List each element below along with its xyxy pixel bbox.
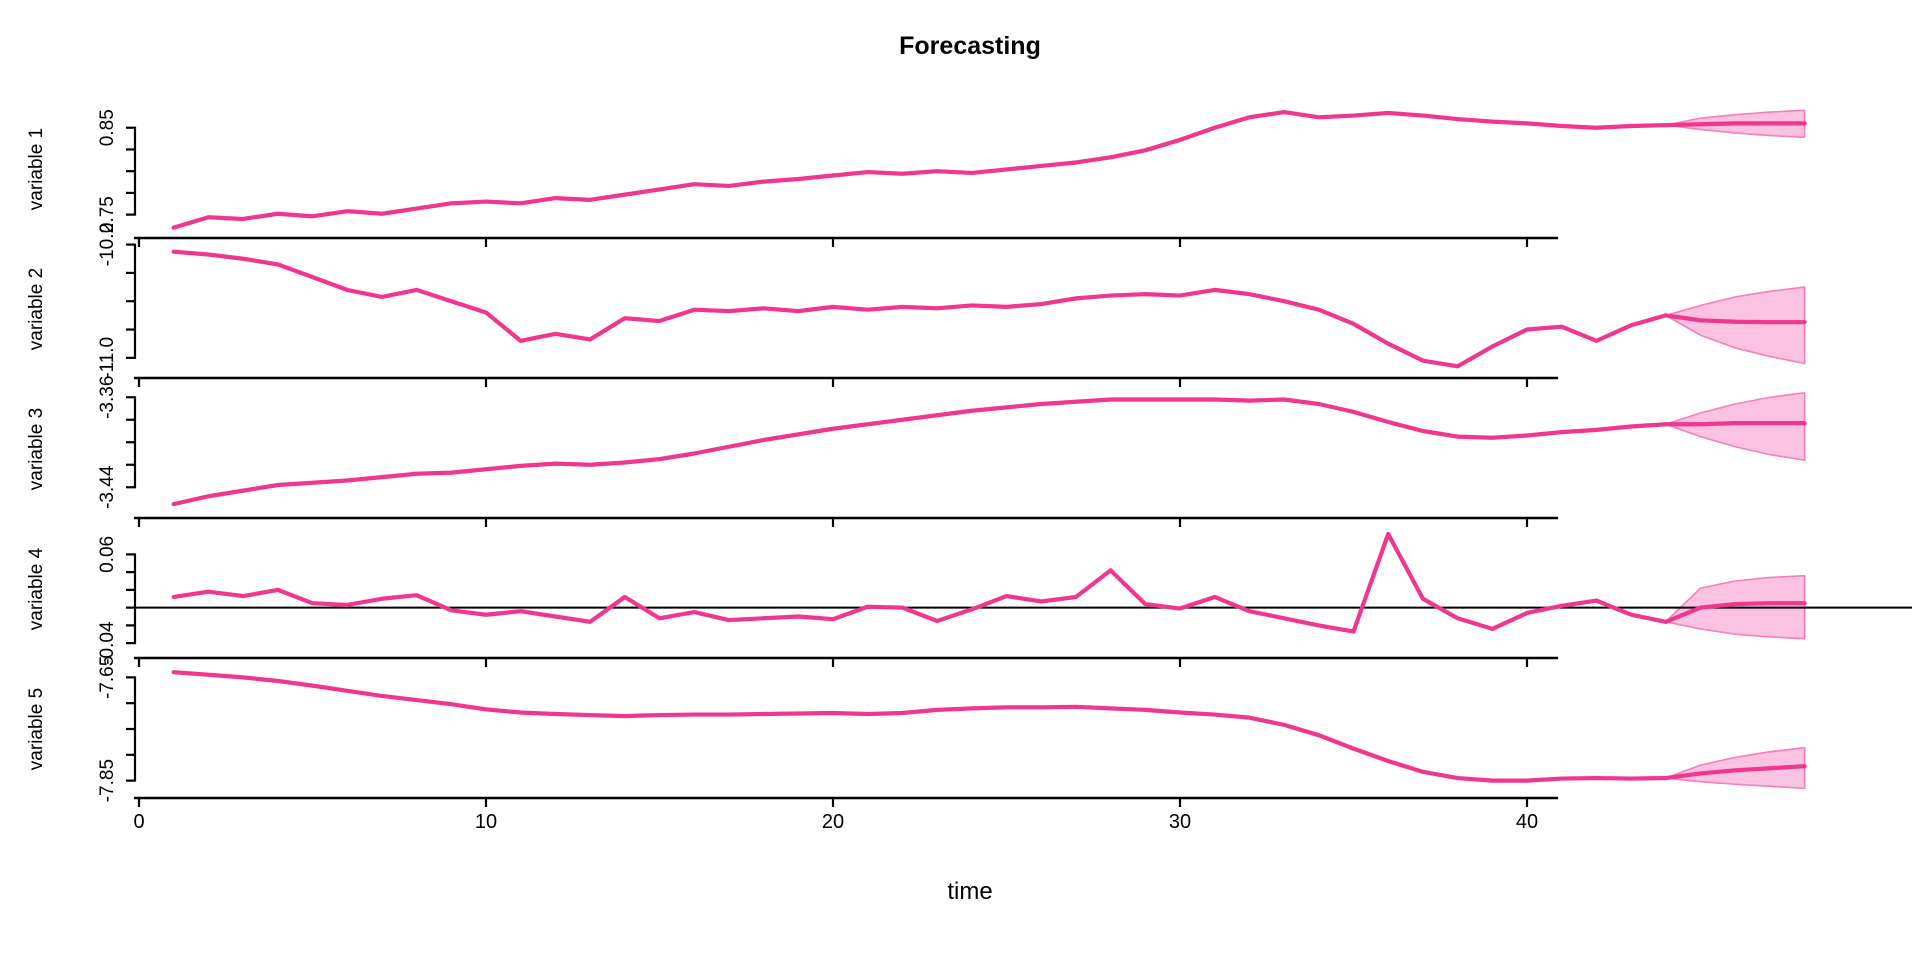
x-tick-label: 0: [133, 811, 144, 833]
forecast-interval-fan: [1665, 391, 1806, 462]
history-series-line: [171, 397, 1668, 507]
chart-title: Forecasting: [899, 32, 1041, 60]
forecast-median-line: [1663, 601, 1807, 624]
panel-variable-2: -11.0 -10.2 variable 2: [26, 223, 1807, 387]
history-series-line: [171, 249, 1668, 369]
history-series-line: [171, 109, 1668, 230]
history-series-line: [171, 670, 1668, 783]
panel-ylabel: variable 4: [26, 547, 47, 630]
x-axis-title: time: [947, 878, 993, 905]
panel-ylabel: variable 5: [26, 688, 47, 770]
panel-ylabel: variable 3: [26, 408, 47, 490]
panel-ylabel: variable 1: [26, 128, 47, 210]
panel-variable-1: 0.75 0.85 variable 1: [26, 109, 1807, 247]
y-tick-label: 0.75: [97, 196, 118, 233]
forecast-median-line: [1663, 121, 1807, 128]
x-tick-label: 40: [1516, 811, 1538, 833]
y-tick-label: -11.0: [97, 337, 118, 379]
forecast-median-line: [1663, 421, 1807, 427]
y-tick-label: -7.85: [97, 759, 118, 802]
panel-ylabel: variable 2: [26, 268, 47, 350]
history-series-line: [171, 531, 1668, 634]
y-tick-label: -10.2: [97, 223, 118, 266]
forecast-median-line: [1663, 764, 1807, 781]
y-tick-label: 0.06: [97, 536, 118, 573]
forecast-interval-fan: [1665, 286, 1806, 365]
y-tick-label: 0.85: [97, 109, 118, 146]
x-tick-label: 10: [475, 811, 497, 833]
y-tick-label: -0.04: [97, 621, 118, 665]
panel-variable-3: -3.44 -3.36 variable 3: [26, 376, 1807, 527]
x-tick-label: 30: [1169, 811, 1191, 833]
x-tick-label: 20: [822, 811, 844, 833]
y-tick-label: -7.65: [97, 656, 118, 699]
panel-variable-4: -0.04 0.06 variable 4: [26, 531, 1912, 667]
y-tick-label: -3.44: [97, 465, 118, 509]
y-tick-label: -3.36: [97, 376, 118, 419]
forecast-median-line: [1663, 313, 1807, 325]
panel-variable-5: -7.85 -7.65 variable 5: [26, 656, 1807, 807]
